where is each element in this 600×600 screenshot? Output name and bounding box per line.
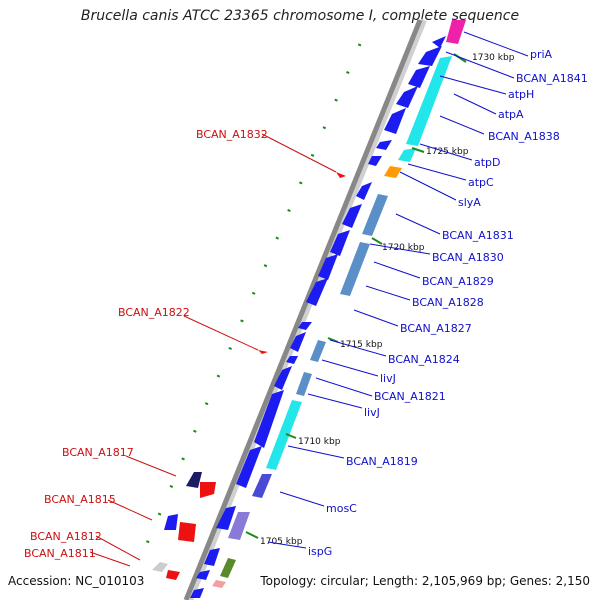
gene-arrow — [196, 570, 210, 580]
cds-block — [212, 580, 226, 588]
gene-arrow — [384, 108, 406, 134]
cds-features — [152, 20, 466, 588]
gene-arrow — [204, 548, 220, 566]
backbone-shadow — [187, 18, 427, 600]
reverse-genes — [164, 172, 346, 580]
gene-arrow — [164, 514, 178, 530]
cds-block — [362, 194, 388, 236]
kbp-tick-mark — [285, 433, 297, 439]
kbp-label: 1715 kbp — [340, 340, 383, 350]
gene-label-BCAN_A1822[interactable]: BCAN_A1822 — [118, 306, 190, 319]
gene-arrow — [330, 230, 350, 256]
gene-arrow — [190, 588, 204, 598]
left-gene-labels[interactable]: BCAN_A1832 BCAN_A1822 BCAN_A1817 BCAN_A1… — [24, 128, 337, 567]
forward-genes — [190, 36, 446, 598]
gene-label-BCAN_A1831[interactable]: BCAN_A1831 — [442, 229, 514, 242]
gene-label-BCAN_A1824[interactable]: BCAN_A1824 — [388, 353, 460, 366]
gene-label-BCAN_A1821[interactable]: BCAN_A1821 — [374, 390, 446, 403]
map-title: Brucella canis ATCC 23365 chromosome I, … — [80, 8, 520, 24]
reverse-gene-arrow — [166, 570, 180, 580]
gene-label-BCAN_A1841[interactable]: BCAN_A1841 — [516, 72, 588, 85]
gene-label-BCAN_A1828[interactable]: BCAN_A1828 — [412, 296, 484, 309]
reverse-gene-arrow — [336, 172, 346, 178]
gene-label-BCAN_A1829[interactable]: BCAN_A1829 — [422, 275, 494, 288]
gene-label-BCAN_A1830[interactable]: BCAN_A1830 — [432, 251, 504, 264]
cds-block — [266, 400, 302, 470]
gene-arrow — [306, 278, 328, 306]
cds-block — [340, 242, 370, 296]
kbp-tick-mark — [411, 147, 425, 153]
gene-arrow — [432, 36, 446, 48]
cds-block — [406, 56, 452, 146]
backbone — [183, 19, 423, 600]
gene-label-livJ-1[interactable]: livJ — [380, 372, 396, 385]
accession-text: Accession: NC_010103 — [8, 574, 145, 588]
topology-text: Topology: circular; Length: 2,105,969 bp… — [260, 574, 590, 588]
gene-label-BCAN_A1817[interactable]: BCAN_A1817 — [62, 446, 134, 459]
gene-label-BCAN_A1838[interactable]: BCAN_A1838 — [488, 130, 560, 143]
gene-arrow — [376, 140, 392, 150]
gene-label-atpH[interactable]: atpH — [508, 88, 534, 101]
gene-label-BCAN_A1815[interactable]: BCAN_A1815 — [44, 493, 116, 506]
gene-arrow — [236, 446, 262, 488]
gene-label-BCAN_A1812[interactable]: BCAN_A1812 — [30, 530, 102, 543]
gene-arrow — [318, 254, 338, 280]
gene-label-ispG[interactable]: ispG — [308, 545, 332, 558]
gene-arrow — [290, 332, 306, 352]
gene-label-slyA[interactable]: slyA — [458, 196, 481, 209]
gene-arrow — [254, 390, 284, 448]
gene-arrow — [356, 182, 372, 200]
cds-block — [384, 166, 402, 178]
gene-label-BCAN_A1811[interactable]: BCAN_A1811 — [24, 547, 96, 560]
dotted-tick-track — [138, 43, 362, 561]
gene-arrow — [418, 46, 442, 66]
kbp-label: 1720 kbp — [382, 243, 425, 253]
cds-block — [296, 372, 312, 396]
gene-label-atpD[interactable]: atpD — [474, 156, 501, 169]
gene-arrow — [286, 356, 298, 364]
gene-label-BCAN_A1827[interactable]: BCAN_A1827 — [400, 322, 472, 335]
kbp-label: 1730 kbp — [472, 53, 515, 63]
gene-arrow — [396, 86, 418, 108]
reverse-gene-arrow — [258, 350, 268, 354]
gene-label-atpA[interactable]: atpA — [498, 108, 524, 121]
cds-block — [398, 148, 416, 162]
kbp-label: 1705 kbp — [260, 537, 303, 547]
right-gene-labels[interactable]: priA BCAN_A1841 atpH atpA BCAN_A1838 atp… — [267, 31, 588, 558]
reverse-gene-arrow — [200, 482, 216, 498]
gene-arrow — [274, 366, 292, 390]
gene-label-livJ-2[interactable]: livJ — [364, 406, 380, 419]
kbp-label: 1710 kbp — [298, 437, 341, 447]
kbp-tick-mark — [245, 531, 259, 539]
cds-block — [228, 512, 250, 540]
gene-label-BCAN_A1819[interactable]: BCAN_A1819 — [346, 455, 418, 468]
gene-arrow — [408, 66, 430, 88]
gene-label-mosC[interactable]: mosC — [326, 502, 357, 515]
cds-block — [252, 474, 272, 498]
cds-block — [310, 340, 326, 362]
cds-block — [220, 558, 236, 578]
gene-arrow — [342, 204, 362, 228]
kbp-tick-mark — [453, 53, 467, 63]
reverse-gene-arrow — [178, 522, 196, 542]
gene-arrow — [216, 506, 236, 530]
cds-block — [446, 20, 466, 44]
cds-block — [152, 562, 168, 572]
gene-label-BCAN_A1832[interactable]: BCAN_A1832 — [196, 128, 268, 141]
kbp-tick-mark — [371, 237, 383, 245]
cds-block — [186, 472, 202, 488]
gene-label-atpC[interactable]: atpC — [468, 176, 494, 189]
gene-arrow — [368, 156, 382, 166]
gene-arrow — [298, 322, 312, 330]
gene-label-priA[interactable]: priA — [530, 48, 553, 61]
